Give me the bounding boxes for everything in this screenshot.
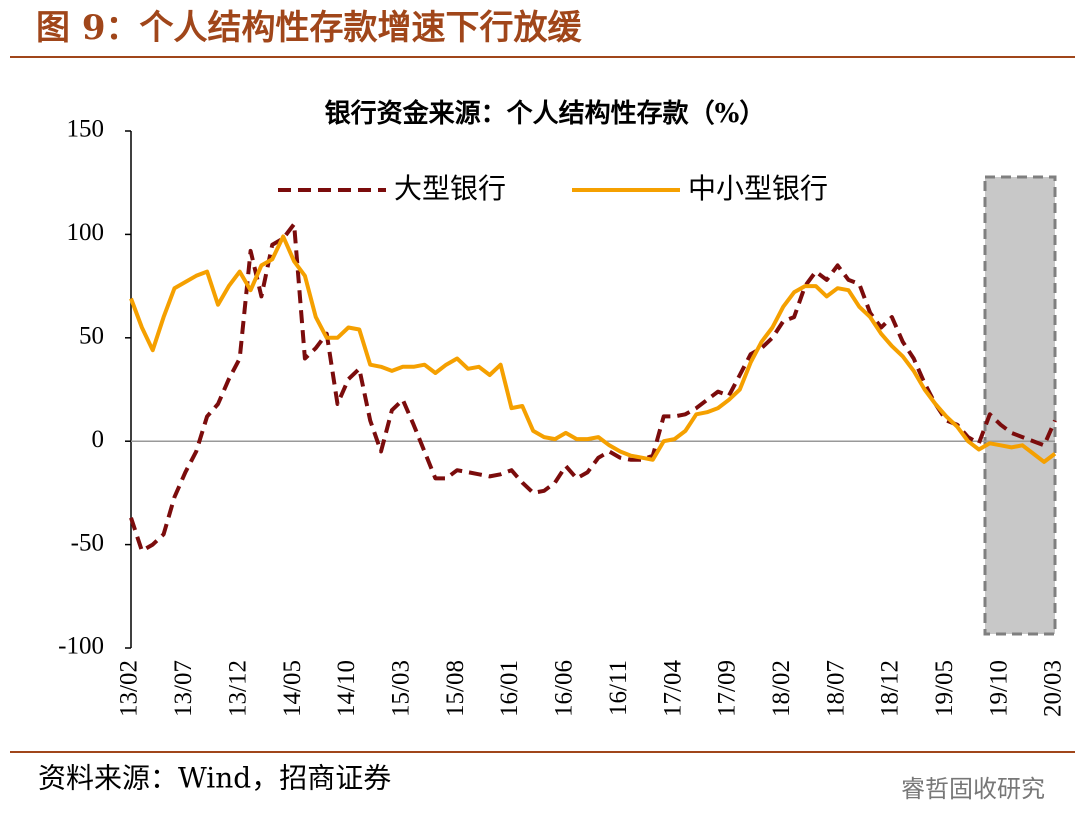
legend-label: 中小型银行 bbox=[688, 172, 828, 205]
x-tick-label: 16/01 bbox=[496, 660, 523, 717]
x-tick-label: 17/04 bbox=[659, 660, 686, 717]
series-line bbox=[129, 234, 1057, 464]
x-tick-label: 15/03 bbox=[387, 660, 414, 717]
y-tick-label: -100 bbox=[58, 633, 104, 660]
x-tick-label: 13/12 bbox=[224, 660, 251, 717]
x-tick-label: 20/03 bbox=[1040, 660, 1067, 717]
x-tick-label: 16/06 bbox=[551, 660, 578, 717]
highlight-region bbox=[983, 175, 1057, 636]
watermark: 睿哲固收研究 bbox=[901, 775, 1045, 803]
y-tick-label: 150 bbox=[67, 116, 105, 143]
x-tick-label: 18/07 bbox=[822, 660, 849, 717]
x-tick-label: 18/12 bbox=[877, 660, 904, 717]
x-tick-label: 19/10 bbox=[985, 660, 1012, 717]
x-tick-label: 13/07 bbox=[170, 660, 197, 717]
legend-label: 大型银行 bbox=[394, 172, 506, 205]
x-tick-label: 13/02 bbox=[116, 660, 143, 717]
y-tick-label: 50 bbox=[79, 323, 104, 350]
x-tick-label: 18/02 bbox=[768, 660, 795, 717]
figure-title: 图 9：个人结构性存款增速下行放缓 bbox=[36, 8, 582, 48]
x-tick-label: 15/08 bbox=[442, 660, 469, 717]
y-tick-label: 100 bbox=[67, 219, 105, 246]
x-tick-label: 19/05 bbox=[931, 660, 958, 717]
series-line bbox=[129, 222, 1057, 553]
y-tick-label: -50 bbox=[71, 529, 104, 556]
x-tick-label: 16/11 bbox=[605, 660, 632, 716]
y-tick-label: 0 bbox=[92, 426, 105, 453]
chart-title: 银行资金来源：个人结构性存款（%） bbox=[325, 98, 766, 129]
x-tick-label: 14/05 bbox=[279, 660, 306, 717]
x-tick-label: 14/10 bbox=[333, 660, 360, 717]
x-tick-label: 17/09 bbox=[714, 660, 741, 717]
source: 资料来源：Wind，招商证券 bbox=[38, 762, 391, 795]
